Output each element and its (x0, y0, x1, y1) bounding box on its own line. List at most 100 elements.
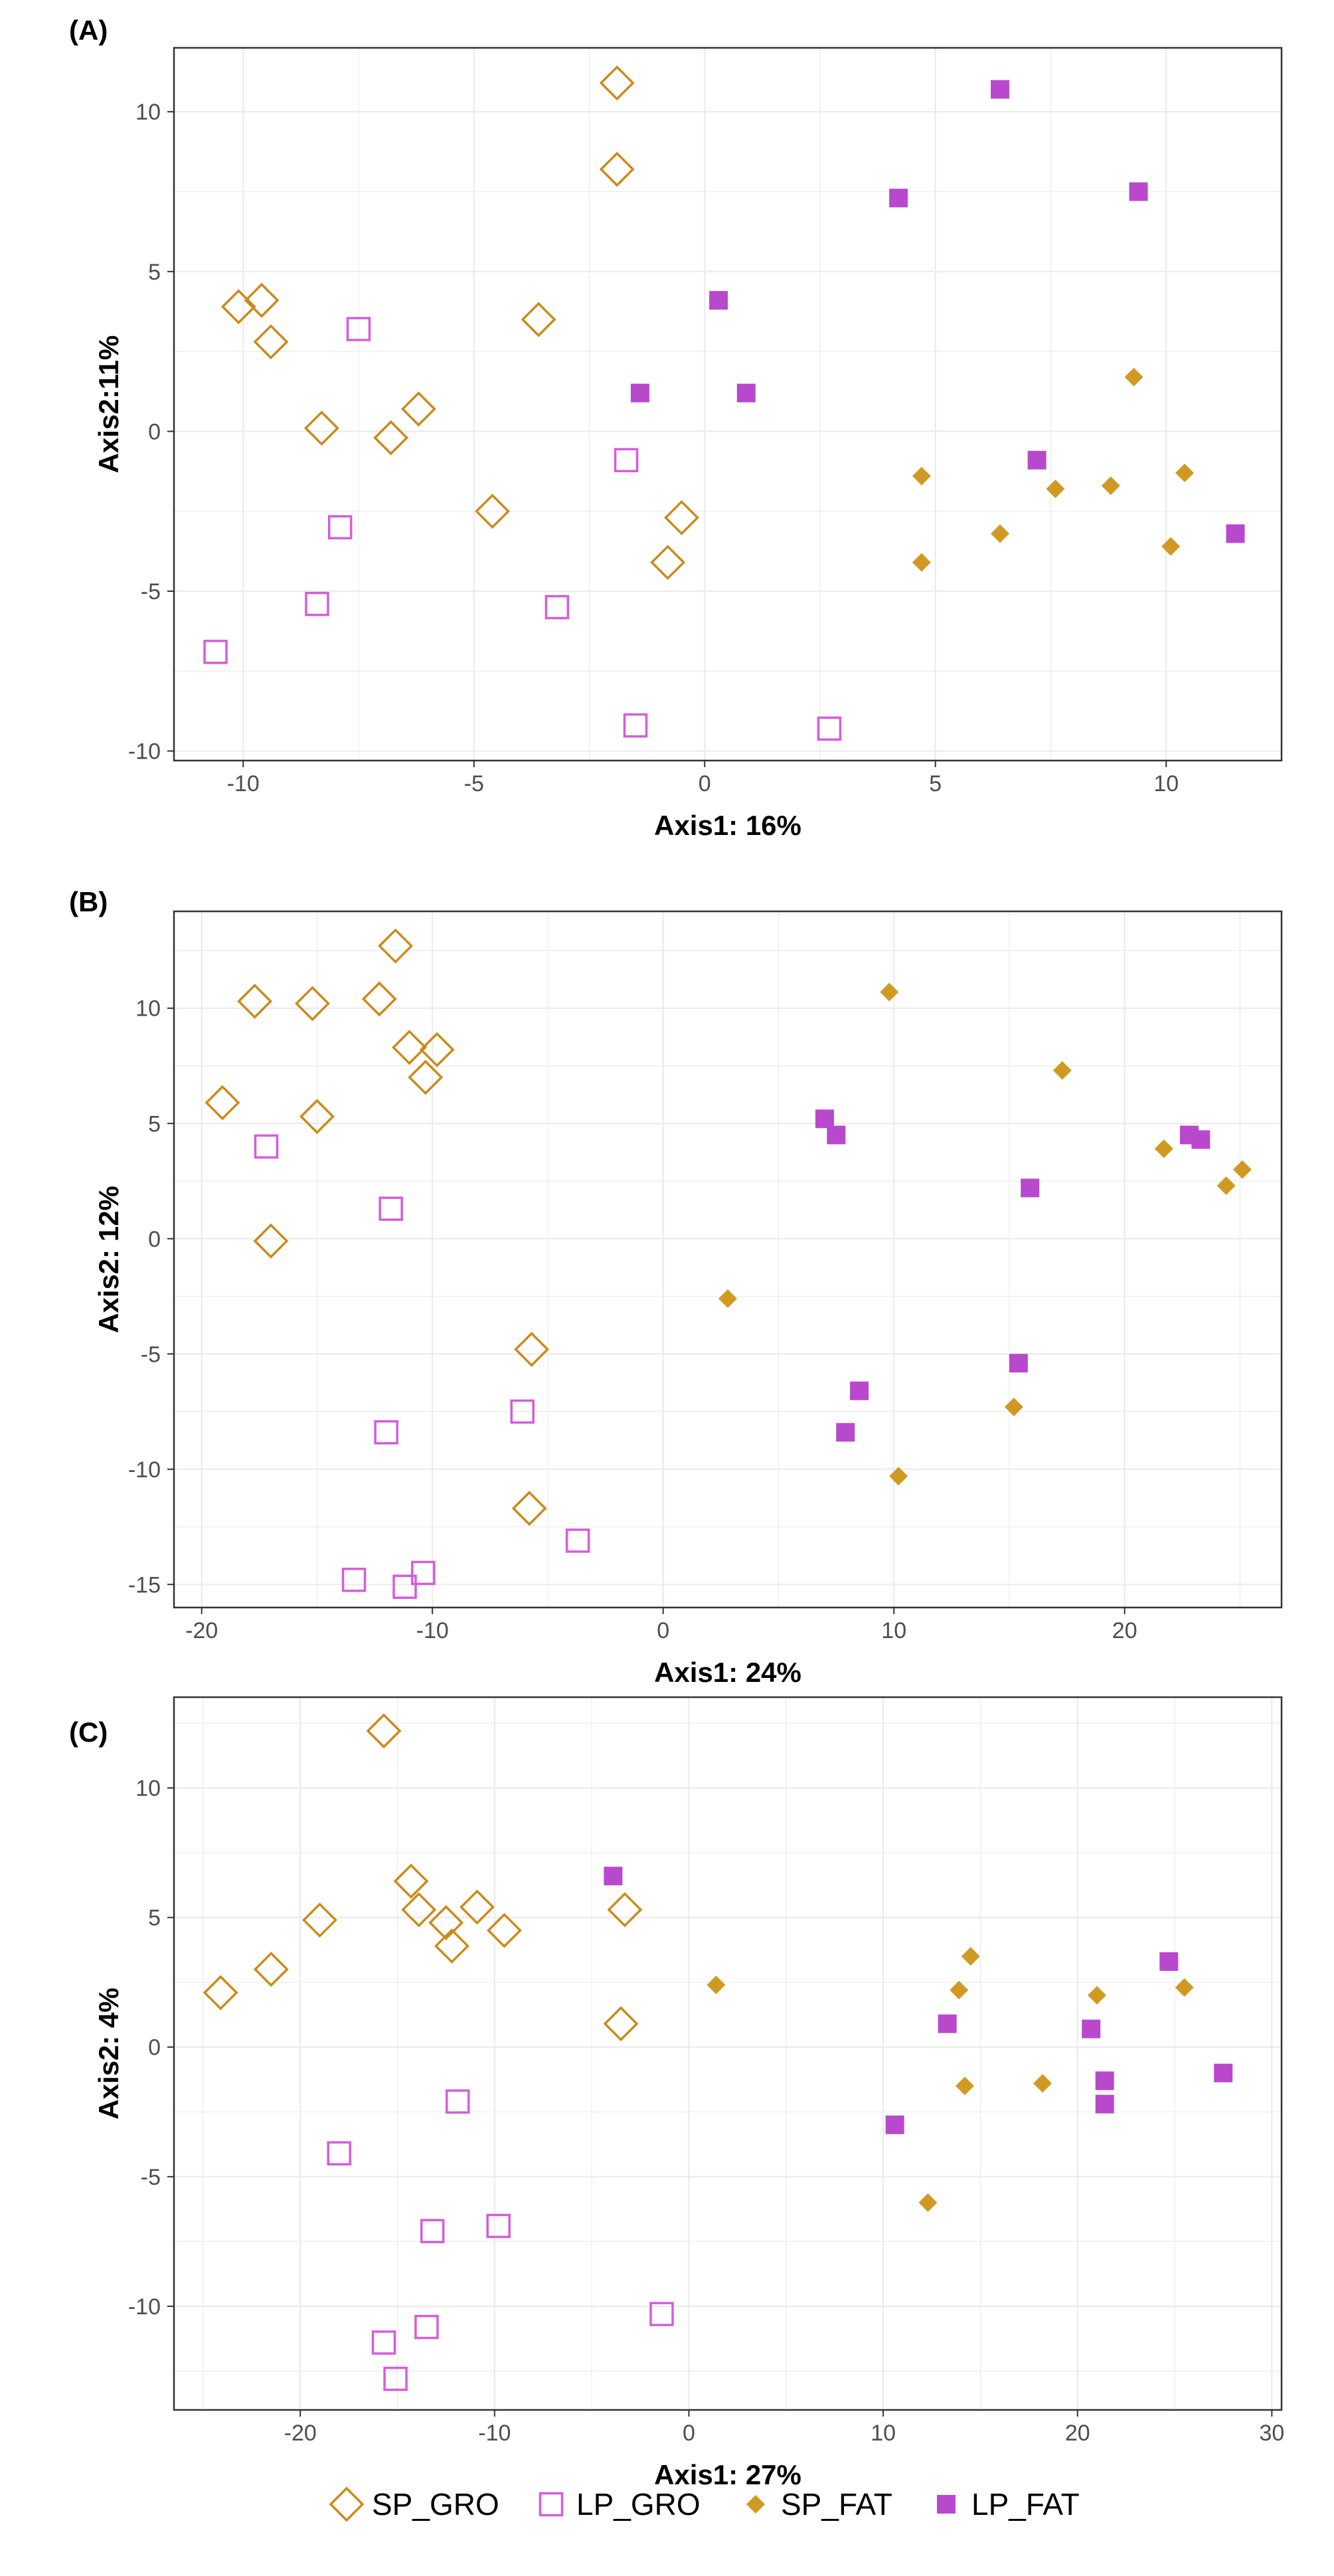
x-tick-label: 20 (1065, 2421, 1090, 2446)
point-sp-gro (664, 500, 699, 535)
point-sp-gro (391, 1030, 427, 1065)
point-sp-gro (299, 1099, 335, 1135)
y-tick-label: -5 (141, 2165, 161, 2190)
legend-item-lp-gro: LP_GRO (539, 2487, 701, 2522)
plot-background (174, 48, 1282, 761)
y-axis-title: Axis2: 4% (93, 1987, 124, 2119)
point-lp-fat (1214, 2063, 1233, 2082)
point-sp-gro (486, 1912, 522, 1948)
point-lp-gro (544, 595, 570, 620)
x-tick-label: 20 (1112, 1618, 1137, 1643)
point-lp-fat (1129, 182, 1148, 201)
point-lp-fat (938, 2014, 957, 2033)
point-sp-gro (428, 1904, 464, 1940)
panels: -10 -5 0 5 10 -10 -5 0 5 10 Axis1: 16% Axis2:11% (A)… (69, 15, 1284, 2490)
plot-border (173, 46, 1283, 762)
point-sp-gro (220, 289, 256, 325)
point-sp-fat (1232, 1160, 1252, 1179)
point-lp-fat (815, 1109, 834, 1129)
x-tick-label: -10 (227, 771, 260, 796)
series-sp-gro (220, 65, 699, 581)
point-sp-gro (419, 1032, 455, 1067)
point-lp-fat (1027, 450, 1046, 470)
plot-background (174, 911, 1282, 1608)
point-lp-fat (1009, 1354, 1028, 1373)
y-tick-label: 5 (148, 1111, 161, 1137)
point-sp-fat (1154, 1139, 1173, 1158)
point-sp-fat (1101, 476, 1120, 496)
y-tick-label: 10 (135, 1776, 161, 1801)
point-lp-gro (817, 716, 842, 741)
legend: SP_GRO LP_GRO SP_FAT LP_FAT (329, 2486, 1080, 2522)
point-sp-fat (718, 1289, 737, 1308)
series-sp-fat (707, 1947, 1194, 2212)
point-lp-fat (991, 80, 1010, 99)
point-sp-gro (253, 324, 289, 360)
y-tick-label: -10 (128, 2294, 161, 2320)
series-sp-gro (203, 1713, 643, 2042)
point-lp-gro (305, 591, 329, 616)
legend-label: LP_FAT (971, 2487, 1080, 2522)
point-lp-fat (1095, 2094, 1114, 2114)
legend-key-sp-gro (329, 2486, 365, 2522)
y-tick-label: 10 (135, 100, 161, 125)
x-axis-title: Axis1: 16% (654, 810, 801, 841)
series-lp-fat (604, 1867, 1233, 2134)
x-tick-label: -10 (478, 2421, 511, 2446)
point-lp-gro (392, 1574, 417, 1600)
point-lp-gro (411, 1560, 436, 1586)
point-lp-gro (510, 1399, 535, 1424)
point-sp-gro (244, 282, 280, 318)
point-lp-gro (341, 1568, 367, 1592)
legend-key-lp-fat (937, 2495, 956, 2514)
x-tick-label: 10 (881, 1618, 906, 1643)
point-sp-fat (956, 2076, 975, 2096)
point-lp-fat (850, 1381, 869, 1400)
point-sp-gro (475, 494, 511, 529)
panel-1: -10 -5 0 5 10 -10 -5 0 5 10 Axis1: 16% Axis2:11% (A) (69, 15, 1283, 841)
x-tick-label: 0 (699, 771, 711, 796)
point-lp-gro (378, 1196, 403, 1221)
series-lp-fat (815, 1109, 1210, 1442)
x-tick-label: -10 (416, 1618, 449, 1643)
point-lp-gro (565, 1528, 590, 1553)
y-tick-label: 0 (148, 2035, 161, 2061)
point-lp-gro (383, 2366, 408, 2391)
point-lp-fat (827, 1125, 846, 1145)
point-lp-fat (736, 383, 756, 403)
point-lp-gro (327, 515, 353, 539)
legend-item-lp-fat: LP_FAT (937, 2487, 1080, 2522)
x-tick-label: 30 (1259, 2421, 1284, 2446)
point-lp-gro (649, 2302, 674, 2326)
panel-3: -20 -10 0 10 20 30 -10 -5 0 5 10 Axis1: 27% Axis2: 4… (69, 1696, 1284, 2490)
point-lp-fat (1159, 1952, 1179, 1971)
point-sp-fat (1052, 1061, 1072, 1080)
point-sp-gro (378, 928, 414, 964)
point-sp-fat (1033, 2074, 1052, 2093)
point-lp-gro (623, 713, 648, 738)
point-lp-fat (885, 2115, 904, 2134)
legend-key-sp-fat (746, 2495, 765, 2514)
plot-border (173, 1696, 1283, 2411)
series-sp-fat (718, 982, 1252, 1486)
point-sp-gro (599, 151, 635, 187)
x-tick-label: -20 (284, 2421, 317, 2446)
y-tick-label: -5 (141, 579, 161, 604)
point-lp-gro (374, 1420, 398, 1445)
x-axis-title: Axis1: 24% (654, 1657, 801, 1688)
point-lp-gro (203, 640, 228, 664)
y-tick-label: -5 (141, 1342, 161, 1367)
x-tick-label: 5 (929, 771, 942, 796)
point-lp-gro (420, 2219, 445, 2244)
panel-label: (C) (69, 1716, 108, 1748)
legend-item-sp-gro: SP_GRO (329, 2486, 499, 2522)
y-axis-title: Axis2:11% (93, 335, 124, 474)
y-tick-label: 10 (135, 996, 161, 1022)
point-sp-fat (950, 1980, 969, 1999)
panel-label: (B) (69, 886, 108, 917)
point-sp-fat (1216, 1176, 1236, 1195)
point-lp-gro (346, 317, 371, 341)
y-tick-label: 5 (148, 260, 161, 285)
point-sp-gro (650, 545, 686, 581)
